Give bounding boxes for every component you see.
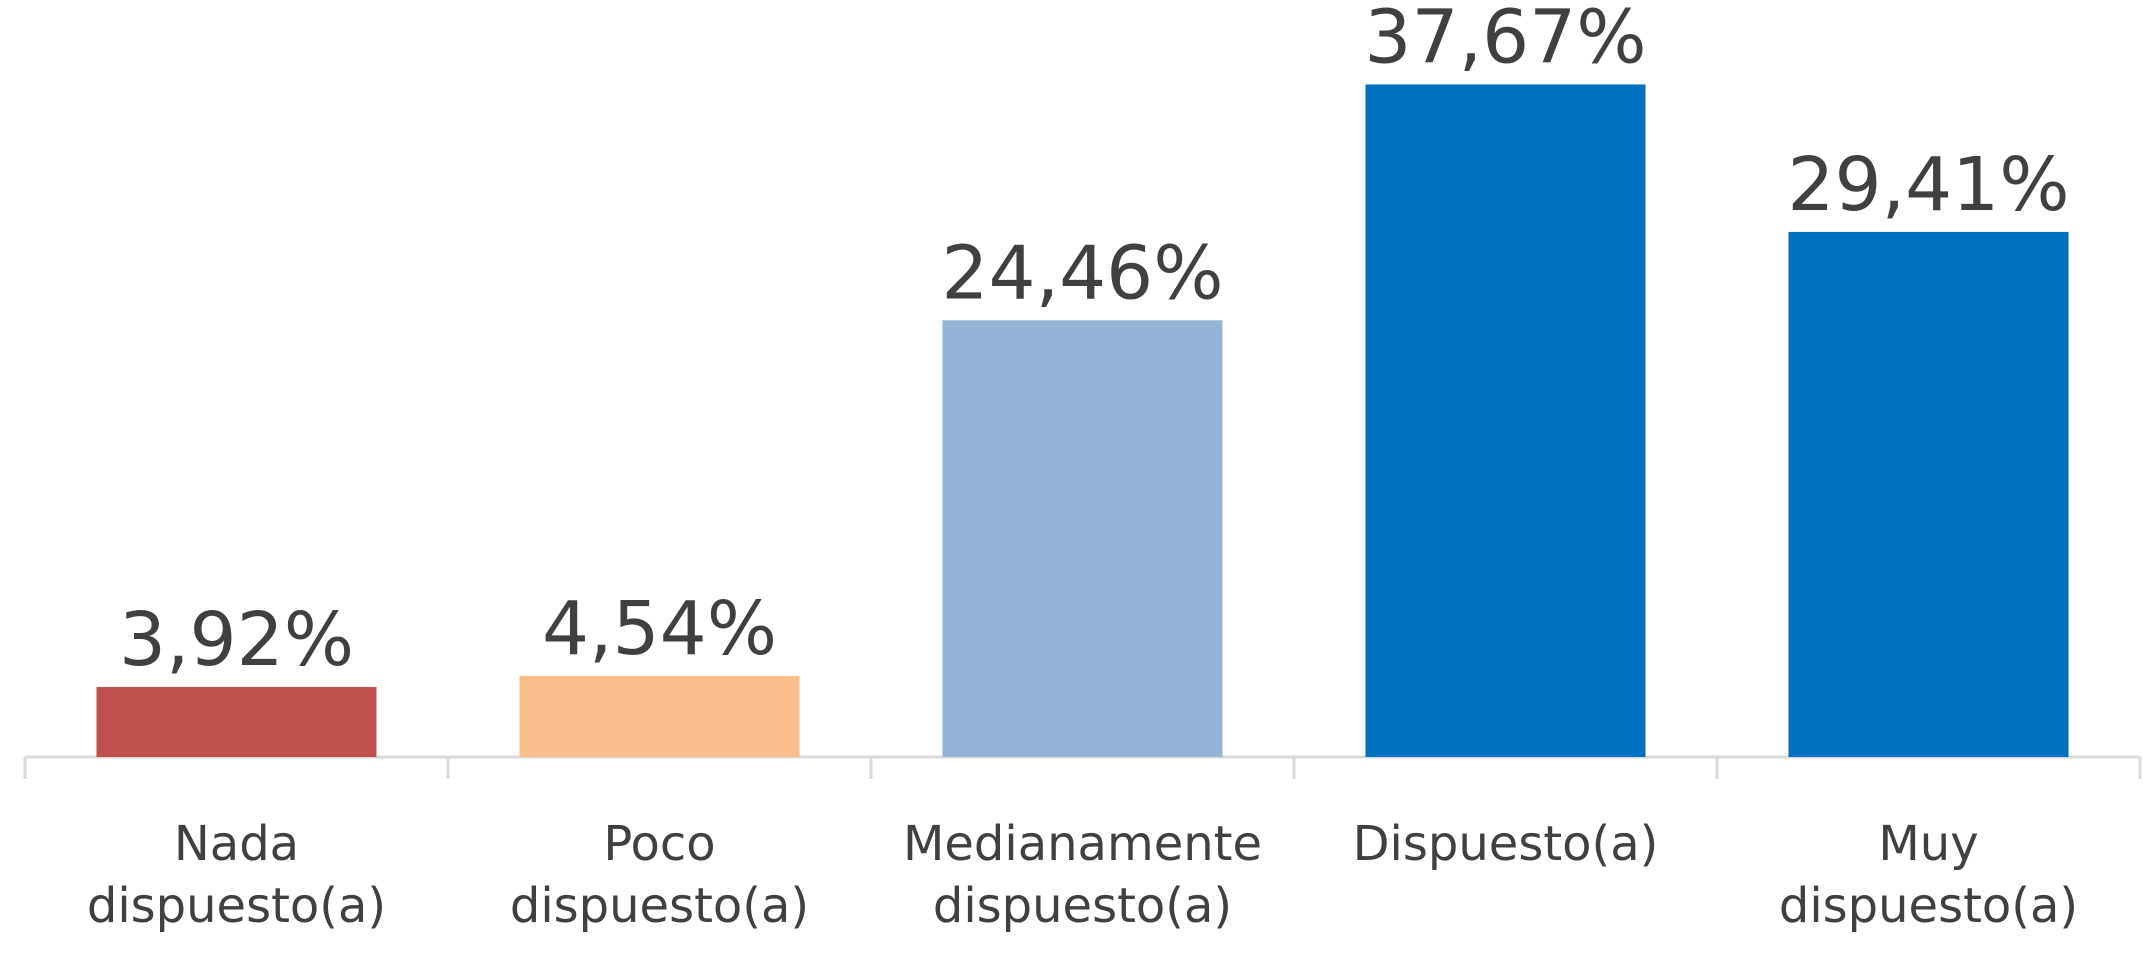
x-tick-label-line: Muy — [1878, 816, 1978, 872]
bar — [519, 675, 800, 757]
x-tick-label-line: Nada — [174, 816, 299, 872]
bar — [942, 320, 1223, 757]
bar — [1365, 84, 1646, 757]
x-tick-label-line: dispuesto(a) — [87, 878, 386, 934]
x-tick-label: Medianamente dispuesto(a) — [903, 816, 1262, 934]
x-tick-label: Dispuesto(a) — [1353, 816, 1659, 872]
bar — [96, 687, 377, 757]
x-tick-label-line: dispuesto(a) — [933, 878, 1232, 934]
x-tick-label-line: Poco — [603, 816, 715, 872]
x-tick-label: Muy dispuesto(a) — [1779, 816, 2078, 934]
x-tick-label-line: Medianamente — [903, 816, 1262, 872]
data-label: 29,41% — [1787, 142, 2069, 228]
x-tick-label-line: dispuesto(a) — [510, 878, 809, 934]
x-tick-label-line: dispuesto(a) — [1779, 878, 2078, 934]
data-label: 3,92% — [119, 597, 354, 683]
x-tick-label: Nada dispuesto(a) — [87, 816, 386, 934]
data-label: 24,46% — [941, 230, 1223, 316]
bar — [1788, 231, 2069, 757]
data-label: 4,54% — [542, 586, 777, 672]
x-tick-label: Poco dispuesto(a) — [510, 816, 809, 934]
data-label: 37,67% — [1364, 0, 1646, 80]
